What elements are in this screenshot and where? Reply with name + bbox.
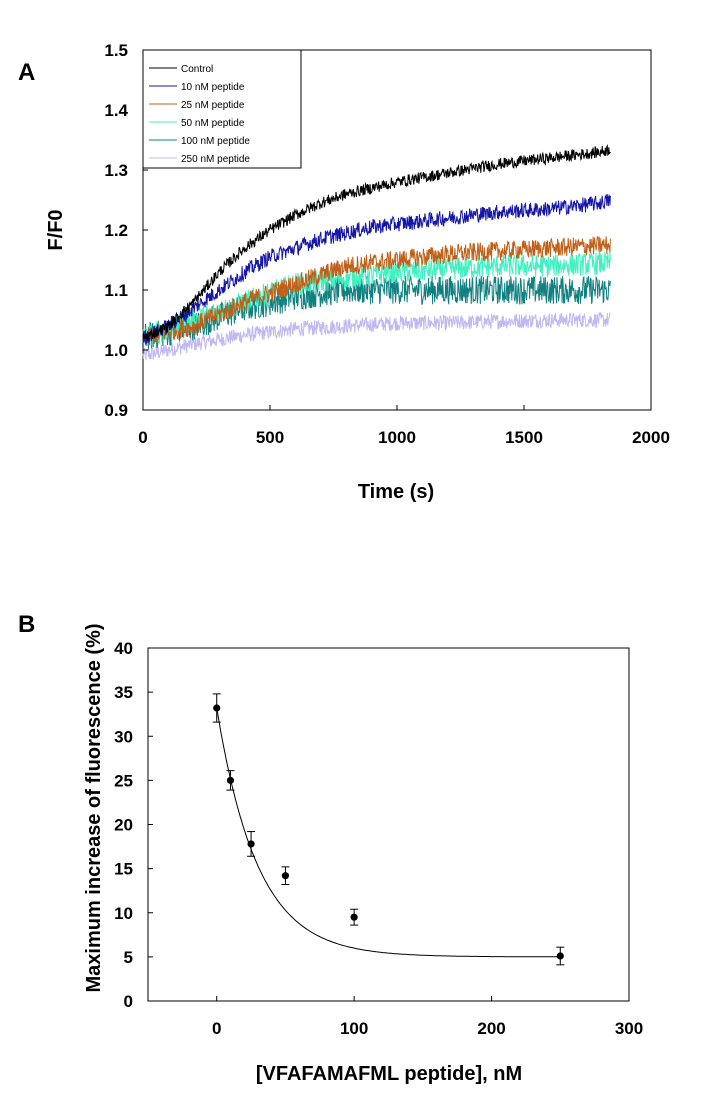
data-point bbox=[281, 872, 290, 880]
y-tick-label: 10 bbox=[114, 904, 133, 923]
series-line-25-nm-peptide bbox=[142, 236, 611, 346]
series-line-10-nm-peptide bbox=[142, 194, 611, 346]
panel-a-legend-box bbox=[142, 49, 302, 169]
data-point-group bbox=[212, 693, 221, 723]
y-tick-label: 1.3 bbox=[104, 161, 128, 180]
y-tick-label: 1.4 bbox=[104, 101, 128, 120]
fit-curve bbox=[216, 707, 561, 958]
panel-b-fit-curve-group bbox=[216, 707, 561, 958]
panel-a-y-axis-title: F/F0 bbox=[45, 209, 67, 250]
series-line-control bbox=[142, 144, 611, 341]
data-point bbox=[247, 840, 255, 848]
data-point-group bbox=[281, 866, 290, 886]
panel-a-series-group bbox=[142, 144, 611, 361]
y-tick-label: 30 bbox=[114, 727, 133, 746]
data-point bbox=[213, 704, 221, 712]
panel-a: A 0 500 1000 1500 20000.91.01.11.21.31.41.5 … bbox=[18, 41, 670, 503]
data-point-group bbox=[226, 770, 235, 791]
x-tick-label: 1000 bbox=[378, 428, 416, 447]
y-tick-label: 0 bbox=[124, 992, 133, 1011]
y-tick-label: 1.1 bbox=[104, 281, 128, 300]
x-tick-label: 1500 bbox=[505, 428, 543, 447]
legend-label-50-nm-peptide: 50 nM peptide bbox=[181, 118, 245, 129]
y-tick-label: 25 bbox=[114, 771, 133, 790]
y-tick-label: 1.2 bbox=[104, 221, 128, 240]
x-tick-label: 300 bbox=[615, 1019, 643, 1038]
panel-b-points-group bbox=[212, 693, 565, 966]
x-tick-label: 0 bbox=[138, 428, 147, 447]
data-point-group bbox=[556, 946, 565, 966]
y-tick-label: 5 bbox=[124, 948, 133, 967]
data-point-group bbox=[247, 831, 256, 857]
panel-a-x-axis-title: Time (s) bbox=[358, 481, 434, 503]
panel-b: B 0 100 200 300 0 5 10 15 20 25 30 35 40 [VFAFAMAFML… bbox=[18, 611, 643, 1085]
panel-b-plot-frame bbox=[147, 647, 630, 1002]
legend-label-100-nm-peptide: 100 nM peptide bbox=[181, 136, 250, 147]
legend-label-10-nm-peptide: 10 nM peptide bbox=[181, 82, 245, 93]
y-tick-label: 15 bbox=[114, 860, 133, 879]
legend-label-250-nm-peptide: 250 nM peptide bbox=[181, 154, 250, 165]
x-tick-label: 2000 bbox=[632, 428, 670, 447]
x-tick-label: 500 bbox=[256, 428, 284, 447]
legend-label-control: Control bbox=[181, 64, 213, 75]
y-tick-label: 1.5 bbox=[104, 41, 128, 60]
panel-a-axis-ticks: 0 500 1000 1500 2000 0.9 1.0 1.1 1.2 1.3 1.4 1.5 bbox=[104, 41, 670, 447]
panel-b-x-axis-title: [VFAFAMAFML peptide], nM bbox=[256, 1063, 522, 1085]
y-tick-label: 35 bbox=[114, 683, 133, 702]
y-tick-label: 20 bbox=[114, 816, 133, 835]
x-tick-label: 200 bbox=[477, 1019, 505, 1038]
data-point bbox=[226, 776, 235, 784]
series-line-250-nm-peptide bbox=[142, 312, 611, 361]
panel-a-legend: Control 10 nM peptide 25 nM peptide 50 nM p… bbox=[142, 49, 302, 169]
data-point bbox=[556, 952, 564, 960]
data-point bbox=[350, 913, 358, 921]
panel-a-label: A bbox=[18, 59, 35, 86]
panel-b-label: B bbox=[18, 611, 35, 638]
panel-b-y-axis-title: Maximum increase of fluorescence (%) bbox=[83, 623, 105, 992]
y-tick-label: 40 bbox=[114, 639, 133, 658]
y-tick-label: 1.0 bbox=[104, 341, 128, 360]
data-point-group bbox=[350, 908, 359, 926]
x-tick-label: 0 bbox=[212, 1019, 221, 1038]
panel-b-axis-ticks: 0 100 200 300 0 5 10 15 20 25 30 35 40 bbox=[114, 639, 643, 1038]
y-tick-label: 0.9 bbox=[104, 401, 128, 420]
legend-label-25-nm-peptide: 25 nM peptide bbox=[181, 100, 245, 111]
x-tick-label: 100 bbox=[340, 1019, 368, 1038]
